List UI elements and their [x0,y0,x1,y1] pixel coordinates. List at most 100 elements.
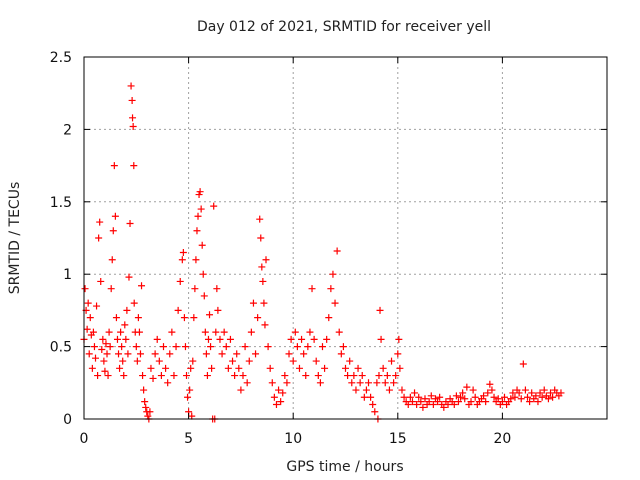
data-point [291,328,299,336]
data-point [194,212,202,220]
data-point [383,372,391,380]
data-point [388,357,396,365]
data-point [500,393,508,401]
data-point [191,285,199,293]
data-point [549,393,557,401]
data-point [440,403,448,411]
data-point [298,335,306,343]
data-point [83,325,91,333]
data-point [310,335,318,343]
data-point [277,398,285,406]
x-axis-label: GPS time / hours [286,459,403,475]
data-point [254,314,262,322]
data-point [488,386,496,394]
data-point [102,340,110,348]
data-point [206,311,214,319]
data-point [237,386,245,394]
data-point [482,398,490,406]
data-point [544,395,552,403]
data-point [375,372,383,380]
data-point [532,392,540,400]
data-point [181,343,189,351]
data-point [139,372,147,380]
data-point [124,350,132,358]
data-point [229,357,237,365]
data-point [404,401,412,409]
data-point [395,335,403,343]
data-point [201,328,209,336]
data-point [112,314,120,322]
data-point [142,403,150,411]
data-point [312,357,320,365]
data-point [212,328,220,336]
data-point [337,350,345,358]
data-point [183,372,191,380]
x-tick-label: 0 [80,431,89,447]
data-point [210,202,218,210]
y-tick-label: 0 [63,412,72,428]
y-tick-label: 1.5 [50,195,72,211]
data-point [192,256,200,264]
data-point [498,398,506,406]
data-point [247,328,255,336]
data-point [147,364,155,372]
data-point [86,314,94,322]
data-point [327,285,335,293]
data-point [196,188,204,196]
data-point [519,360,527,368]
data-point [350,372,358,380]
data-point [302,372,310,380]
data-point [109,227,117,235]
data-point [197,205,205,213]
data-point [132,343,140,351]
data-point [258,263,266,271]
y-tick-label: 2.5 [50,50,72,66]
data-point [84,299,92,307]
data-point [471,393,479,401]
data-point [528,389,536,397]
data-point [249,299,257,307]
data-point [295,364,303,372]
data-point [261,321,269,329]
data-point [118,343,126,351]
data-point [306,328,314,336]
data-point [287,335,295,343]
data-point [172,343,180,351]
data-point [85,350,93,358]
data-point [226,335,234,343]
data-point [371,408,379,416]
data-point [279,389,287,397]
data-point [224,364,232,372]
data-point [377,335,385,343]
data-point [408,398,416,406]
data-point [373,379,381,387]
data-point [436,393,444,401]
data-point [339,343,347,351]
data-point [480,392,488,400]
data-point [129,114,137,122]
data-point [331,299,339,307]
data-point [262,256,270,264]
data-point [243,379,251,387]
data-point [536,389,544,397]
data-point [231,372,239,380]
data-point [323,335,331,343]
data-point [321,364,329,372]
data-point [494,395,502,403]
data-point [469,386,477,394]
data-point [151,350,159,358]
data-point [490,393,498,401]
data-point [365,379,373,387]
data-point [235,364,243,372]
data-point [184,393,192,401]
data-point [200,292,208,300]
data-point [133,357,141,365]
data-point [95,234,103,242]
data-point [218,350,226,358]
data-point [352,386,360,394]
data-point [99,335,107,343]
data-point [141,398,149,406]
data-point [130,299,138,307]
data-point [325,314,333,322]
data-point [129,123,137,131]
